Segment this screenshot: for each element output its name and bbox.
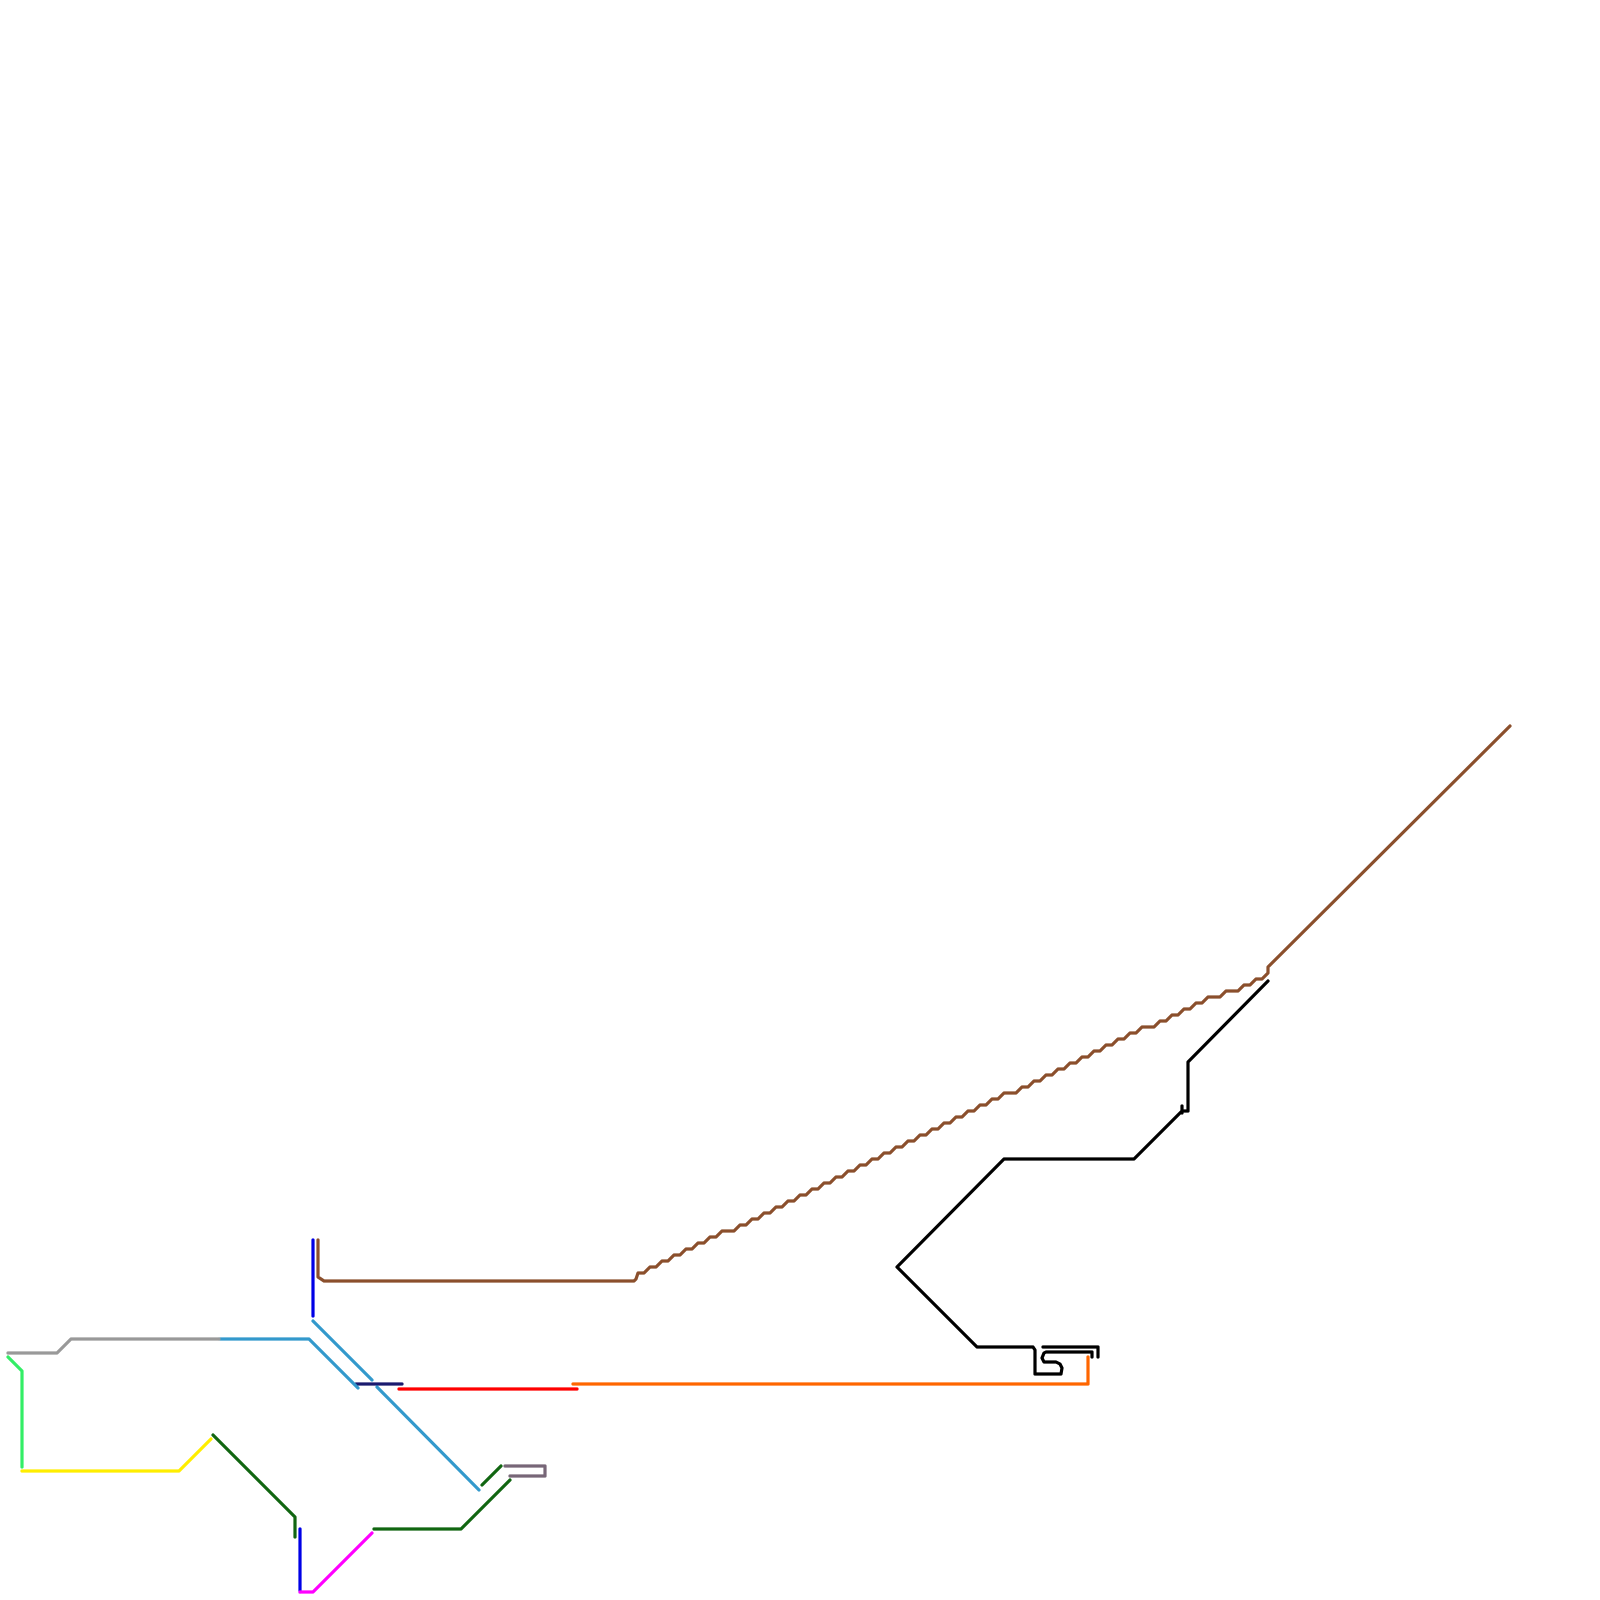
orange-route xyxy=(571,1355,1090,1386)
dark-green-route-lower xyxy=(372,1478,512,1531)
spring-green-route xyxy=(6,1355,24,1469)
yellow-route xyxy=(20,1437,213,1473)
sky-blue-route xyxy=(217,1337,360,1390)
slate-purple-route xyxy=(503,1464,547,1478)
brown-route xyxy=(316,724,1512,1283)
dark-green-route-stub xyxy=(480,1464,503,1487)
magenta-route xyxy=(298,1531,374,1594)
black-route-end-cap xyxy=(1041,1345,1100,1359)
sky-blue-route-lower xyxy=(375,1385,481,1492)
dark-green-route-upper xyxy=(211,1433,297,1539)
sky-blue-route-branch xyxy=(311,1319,374,1382)
black-route xyxy=(895,979,1270,1376)
gray-route xyxy=(6,1337,221,1355)
